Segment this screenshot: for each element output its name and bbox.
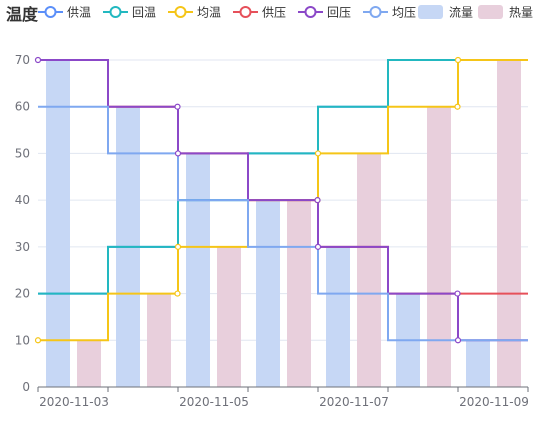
legend-item: 热量	[478, 5, 533, 20]
line-marker	[314, 243, 322, 250]
y-tick-label: 30	[15, 240, 30, 254]
legend-marker-icon	[44, 6, 57, 18]
legend-label: 均温	[197, 6, 221, 20]
bar-heat	[217, 246, 241, 387]
y-tick-label: 40	[15, 193, 30, 207]
bar-heat	[427, 106, 451, 387]
legend-marker-icon	[369, 6, 382, 18]
line-marker	[174, 103, 181, 110]
y-tick-label: 0	[22, 380, 30, 394]
line-marker	[314, 197, 321, 204]
line-supply-temp	[38, 59, 528, 295]
line-marker	[174, 290, 181, 297]
line-marker	[174, 243, 182, 250]
line-marker	[34, 337, 42, 344]
x-tick-label: 2020-11-07	[319, 395, 389, 409]
x-tick-label: 2020-11-09	[459, 395, 529, 409]
legend-item: 回压	[298, 6, 351, 20]
y-tick-label: 10	[15, 333, 30, 347]
legend-label: 供温	[67, 6, 91, 20]
legend-marker-icon	[239, 6, 252, 18]
legend-item: 流量	[418, 5, 473, 20]
legend-label: 均压	[392, 6, 416, 20]
y-tick-label: 50	[15, 146, 30, 160]
line-avg-pressure	[38, 105, 528, 342]
line-marker	[34, 56, 42, 64]
legend-item: 均温	[168, 6, 221, 20]
y-tick-label: 70	[15, 53, 30, 67]
legend-label: 回温	[132, 6, 156, 20]
legend-marker-icon	[109, 6, 122, 18]
bar-flow	[326, 246, 350, 387]
legend-label: 流量	[449, 6, 473, 20]
bar-heat	[147, 293, 171, 387]
legend-marker-icon	[174, 6, 187, 18]
legend-label: 热量	[509, 6, 533, 20]
line-return-temp	[38, 59, 528, 295]
bar-flow	[46, 60, 70, 387]
line-marker	[454, 103, 461, 110]
line-marker	[314, 150, 322, 157]
y-tick-label: 20	[15, 287, 30, 301]
bar-flow	[466, 340, 490, 387]
y-tick-label: 60	[15, 100, 30, 114]
chart-title: 温度	[5, 5, 39, 24]
legend-item: 均压	[363, 6, 416, 20]
x-tick-label: 2020-11-05	[179, 395, 249, 409]
line-supply-pressure	[38, 59, 528, 295]
legend-item: 供压	[233, 6, 286, 20]
bar-heat	[357, 153, 381, 387]
bar-heat	[497, 60, 521, 387]
legend-label: 回压	[327, 6, 351, 20]
line-marker	[454, 337, 462, 344]
legend-item: 回温	[103, 6, 156, 20]
bar-heat	[287, 200, 311, 387]
legend-item: 供温	[38, 6, 91, 20]
line-marker	[454, 290, 461, 297]
legend-swatch-icon	[478, 5, 503, 19]
legend-marker-icon	[304, 6, 317, 18]
bar-flow	[256, 200, 280, 387]
line-marker	[454, 56, 462, 64]
legend-label: 供压	[262, 6, 286, 20]
x-tick-label: 2020-11-03	[39, 395, 109, 409]
line-marker	[174, 150, 182, 157]
line-return-pressure	[38, 59, 528, 342]
bar-heat	[77, 340, 101, 387]
bar-flow	[186, 153, 210, 387]
legend-swatch-icon	[418, 5, 443, 19]
